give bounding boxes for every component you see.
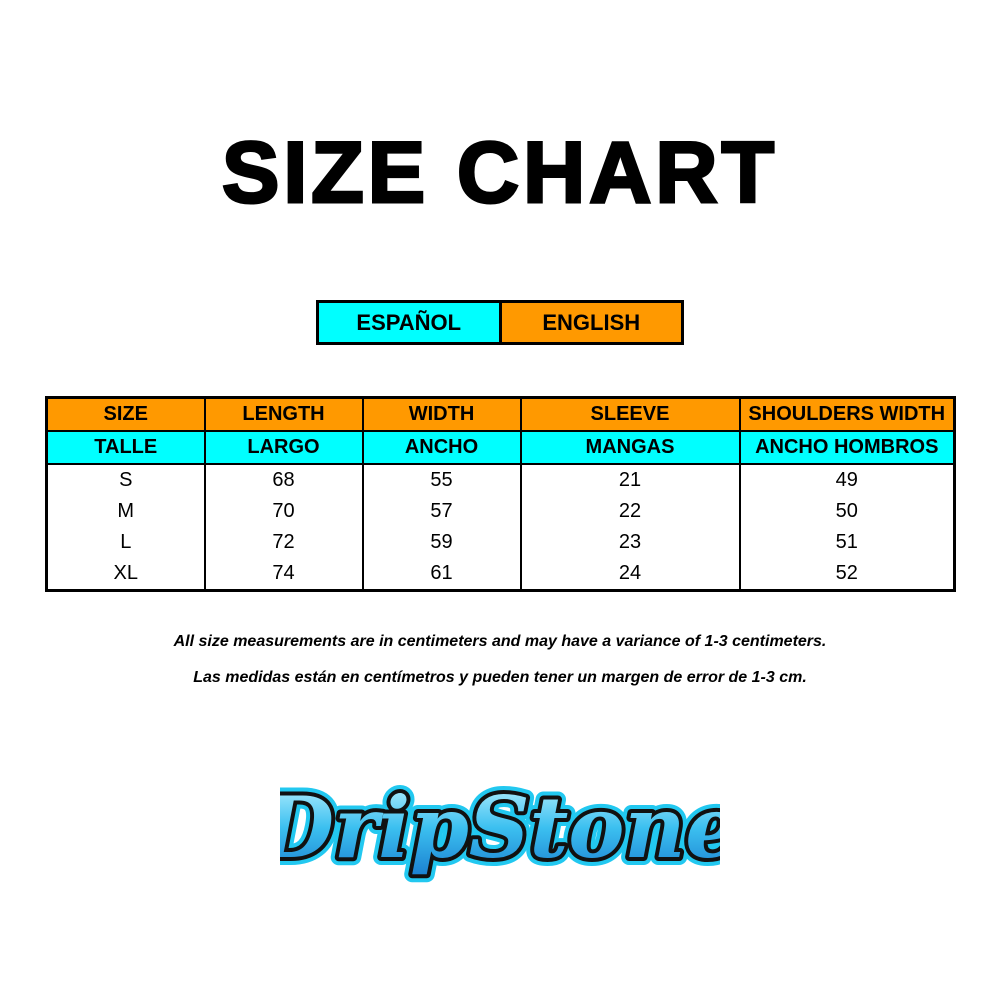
logo-text-border: DripStone <box>280 778 720 877</box>
table-cell: L <box>45 527 205 558</box>
table-cell: 72 <box>203 527 363 558</box>
table-cell: 23 <box>519 527 740 558</box>
table-row: M 70 57 22 50 <box>45 496 955 527</box>
table-cell: XL <box>45 558 205 591</box>
logo-text-fill: DripStone <box>280 778 720 877</box>
header-cell: LENGTH <box>203 397 363 432</box>
table-cell: 52 <box>738 558 955 591</box>
table-cell: 21 <box>519 464 740 496</box>
table-cell: S <box>45 464 205 496</box>
header-cell: SIZE <box>45 397 205 432</box>
table-cell: 22 <box>519 496 740 527</box>
table-cell: 50 <box>738 496 955 527</box>
table-row: XL 74 61 24 52 <box>45 558 955 591</box>
header-cell: SHOULDERS WIDTH <box>738 397 955 432</box>
legend-english: ENGLISH <box>501 303 681 342</box>
table-cell: 24 <box>519 558 740 591</box>
table-cell: 59 <box>361 527 521 558</box>
page-title: SIZE CHART <box>221 124 778 223</box>
size-table: SIZE LENGTH WIDTH SLEEVE SHOULDERS WIDTH… <box>45 396 956 592</box>
table-cell: 55 <box>361 464 521 496</box>
table-row: S 68 55 21 49 <box>45 464 955 496</box>
note-spanish: Las medidas están en centímetros y puede… <box>193 669 807 686</box>
table-row: L 72 59 23 51 <box>45 527 955 558</box>
header-cell: WIDTH <box>361 397 521 432</box>
header-cell: ANCHO HOMBROS <box>738 431 955 465</box>
header-cell: LARGO <box>203 431 363 465</box>
header-row-english: SIZE LENGTH WIDTH SLEEVE SHOULDERS WIDTH <box>45 397 955 432</box>
logo-text-outline: DripStone <box>280 778 720 877</box>
header-cell: TALLE <box>45 431 205 465</box>
header-cell: MANGAS <box>519 431 740 465</box>
table-cell: 49 <box>738 464 955 496</box>
header-cell: ANCHO <box>361 431 521 465</box>
table-cell: 68 <box>203 464 363 496</box>
dripstone-logo: DripStone DripStone DripStone <box>280 770 720 885</box>
table-cell: 70 <box>203 496 363 527</box>
table-cell: M <box>45 496 205 527</box>
table-cell: 57 <box>361 496 521 527</box>
table-cell: 61 <box>361 558 521 591</box>
header-cell: SLEEVE <box>519 397 740 432</box>
legend-spanish: ESPAÑOL <box>319 303 502 342</box>
note-english: All size measurements are in centimeters… <box>173 633 827 650</box>
header-row-spanish: TALLE LARGO ANCHO MANGAS ANCHO HOMBROS <box>45 431 955 465</box>
table-cell: 74 <box>203 558 363 591</box>
language-legend: ESPAÑOL ENGLISH <box>316 300 684 345</box>
table-cell: 51 <box>738 527 955 558</box>
